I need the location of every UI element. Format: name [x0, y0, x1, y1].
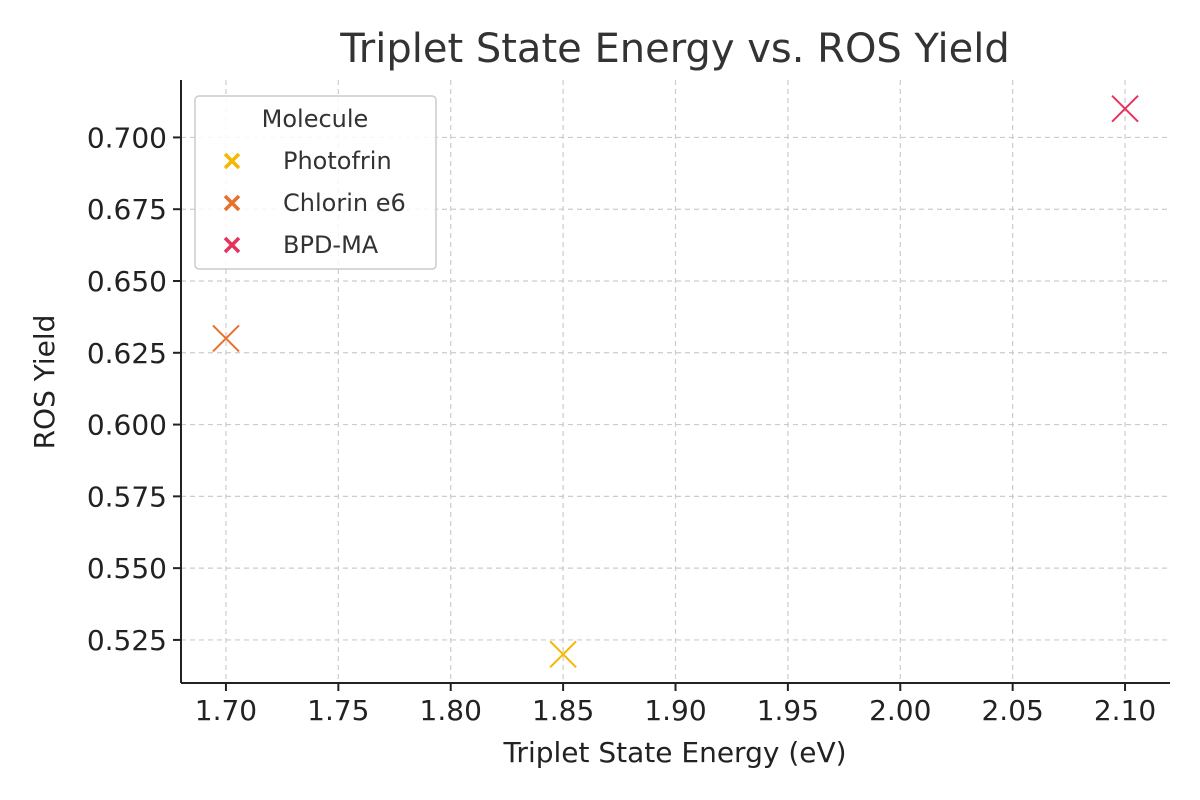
x-tick-label: 1.70	[195, 694, 257, 727]
y-axis-label: ROS Yield	[28, 315, 61, 450]
y-tick-label: 0.600	[87, 409, 167, 442]
x-tick-label: 1.75	[307, 694, 369, 727]
legend-marker	[223, 194, 241, 212]
data-point	[549, 640, 577, 668]
legend-box	[194, 95, 437, 270]
legend: Molecule Photofrin Chlorin e6 BPD-MA	[194, 95, 437, 270]
x-tick-label: 1.90	[644, 694, 706, 727]
y-tick-label: 0.525	[87, 624, 167, 657]
x-tick-label: 2.05	[981, 694, 1043, 727]
legend-marker	[223, 236, 241, 254]
legend-marker	[223, 152, 241, 170]
x-tick-label: 2.10	[1094, 694, 1156, 727]
x-tick-label: 1.85	[532, 694, 594, 727]
x-tick-label: 2.00	[869, 694, 931, 727]
legend-label: Photofrin	[283, 147, 392, 175]
chart-title: Triplet State Energy vs. ROS Yield	[339, 26, 1010, 72]
legend-label: Chlorin e6	[283, 189, 406, 217]
x-ticks: 1.70 1.75 1.80 1.85 1.90 1.95 2.00 2.05 2.10	[195, 683, 1156, 727]
data-point	[212, 324, 240, 353]
y-tick-label: 0.700	[87, 121, 167, 154]
x-tick-label: 1.95	[757, 694, 819, 727]
legend-items: Photofrin Chlorin e6 BPD-MA	[223, 147, 406, 259]
y-ticks: 0.525 0.550 0.575 0.600 0.625 0.650 0.675 0.700	[87, 121, 181, 657]
legend-label: BPD-MA	[283, 231, 379, 259]
y-tick-label: 0.650	[87, 265, 167, 298]
data-point	[1111, 95, 1139, 123]
y-tick-label: 0.675	[87, 193, 167, 226]
y-tick-label: 0.550	[87, 552, 167, 585]
x-tick-label: 1.80	[420, 694, 482, 727]
x-axis-label: Triplet State Energy (eV)	[502, 736, 846, 769]
legend-title: Molecule	[262, 105, 369, 133]
y-tick-label: 0.625	[87, 337, 167, 370]
y-tick-label: 0.575	[87, 480, 167, 513]
data-points	[212, 95, 1139, 668]
